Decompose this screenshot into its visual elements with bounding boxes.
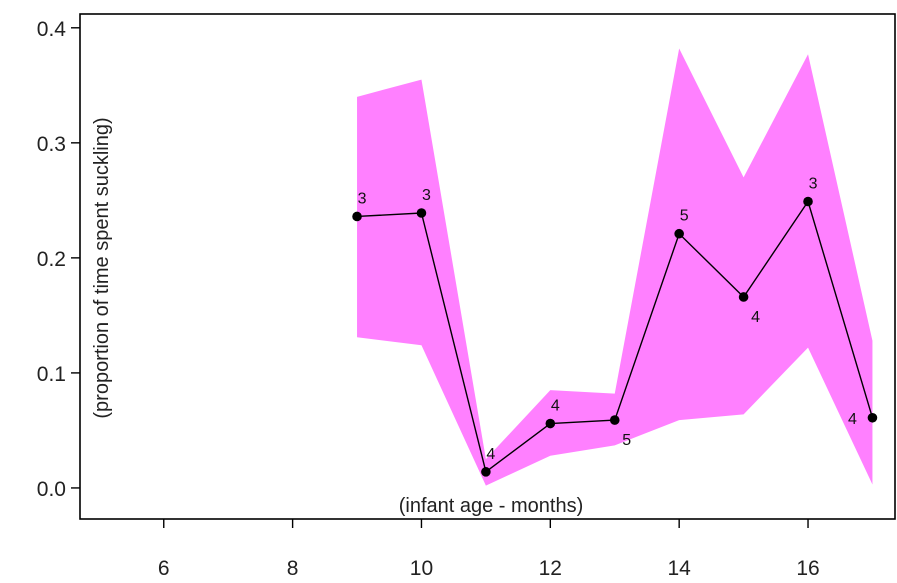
x-axis: 6 8 10 12 14 16 — [158, 519, 820, 580]
data-point — [416, 208, 427, 218]
x-tick-label: 6 — [158, 557, 170, 580]
sample-size-label-layer: 3 3 4 4 5 5 4 3 4 — [358, 176, 857, 463]
sample-size-label: 3 — [358, 190, 367, 207]
x-tick-label: 10 — [410, 557, 433, 580]
y-tick-label: 0.1 — [37, 363, 66, 386]
data-point — [352, 211, 362, 222]
sample-size-label: 4 — [751, 309, 760, 326]
y-tick-label: 0.3 — [37, 133, 66, 156]
x-tick-label: 16 — [796, 557, 819, 580]
data-point — [803, 196, 813, 207]
sample-size-label: 3 — [809, 176, 818, 193]
data-point — [738, 292, 749, 302]
sample-size-label: 4 — [486, 446, 495, 463]
y-axis-label: (proportion of time spent suckling) — [91, 117, 113, 418]
sample-size-label: 4 — [848, 411, 857, 428]
data-point — [545, 418, 556, 429]
y-tick-label: 0.2 — [37, 248, 66, 271]
sample-size-label: 3 — [422, 187, 431, 204]
confidence-band — [357, 48, 873, 486]
data-point — [609, 415, 620, 425]
y-axis: 0.0 0.1 0.2 0.3 0.4 — [37, 18, 80, 501]
data-point-layer — [352, 196, 878, 477]
x-axis-label: (infant age - months) — [399, 495, 584, 517]
data-point — [867, 412, 878, 423]
x-tick-label: 12 — [539, 557, 562, 580]
data-point — [481, 467, 491, 477]
sample-size-label: 4 — [551, 398, 560, 415]
plot-frame — [79, 13, 896, 520]
y-tick-label: 0.0 — [37, 478, 66, 501]
x-tick-label: 14 — [667, 557, 691, 580]
y-tick-label: 0.4 — [37, 18, 67, 41]
sample-size-label: 5 — [622, 432, 631, 449]
data-point — [674, 228, 684, 239]
x-tick-label: 8 — [287, 557, 299, 580]
sample-size-label: 5 — [680, 208, 689, 225]
confidence-band-layer — [357, 48, 873, 486]
